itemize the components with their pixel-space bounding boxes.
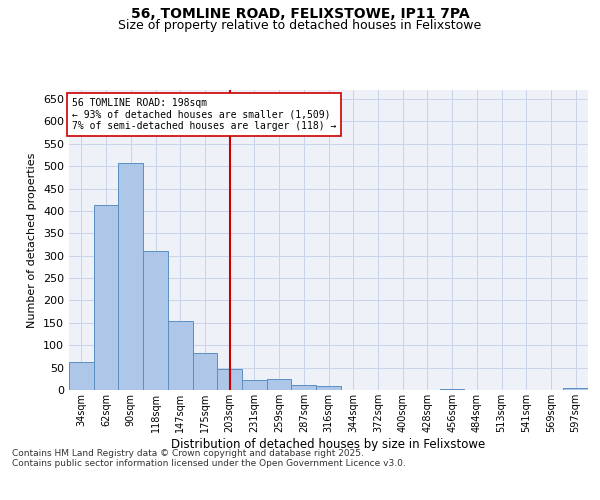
Text: 56 TOMLINE ROAD: 198sqm
← 93% of detached houses are smaller (1,509)
7% of semi-: 56 TOMLINE ROAD: 198sqm ← 93% of detache… xyxy=(71,98,336,130)
Text: Contains HM Land Registry data © Crown copyright and database right 2025.: Contains HM Land Registry data © Crown c… xyxy=(12,448,364,458)
Bar xyxy=(563,388,588,390)
Text: 56, TOMLINE ROAD, FELIXSTOWE, IP11 7PA: 56, TOMLINE ROAD, FELIXSTOWE, IP11 7PA xyxy=(131,8,469,22)
Bar xyxy=(316,386,341,390)
Bar xyxy=(193,353,217,390)
Bar xyxy=(69,362,94,390)
Bar xyxy=(168,320,193,390)
Bar xyxy=(440,388,464,390)
Y-axis label: Number of detached properties: Number of detached properties xyxy=(28,152,37,328)
Text: Size of property relative to detached houses in Felixstowe: Size of property relative to detached ho… xyxy=(118,19,482,32)
Bar xyxy=(292,385,316,390)
Bar xyxy=(242,380,267,390)
Bar xyxy=(94,205,118,390)
Bar xyxy=(143,250,168,390)
Bar xyxy=(267,380,292,390)
Text: Contains public sector information licensed under the Open Government Licence v3: Contains public sector information licen… xyxy=(12,458,406,468)
X-axis label: Distribution of detached houses by size in Felixstowe: Distribution of detached houses by size … xyxy=(172,438,485,450)
Bar xyxy=(217,370,242,390)
Bar xyxy=(118,164,143,390)
